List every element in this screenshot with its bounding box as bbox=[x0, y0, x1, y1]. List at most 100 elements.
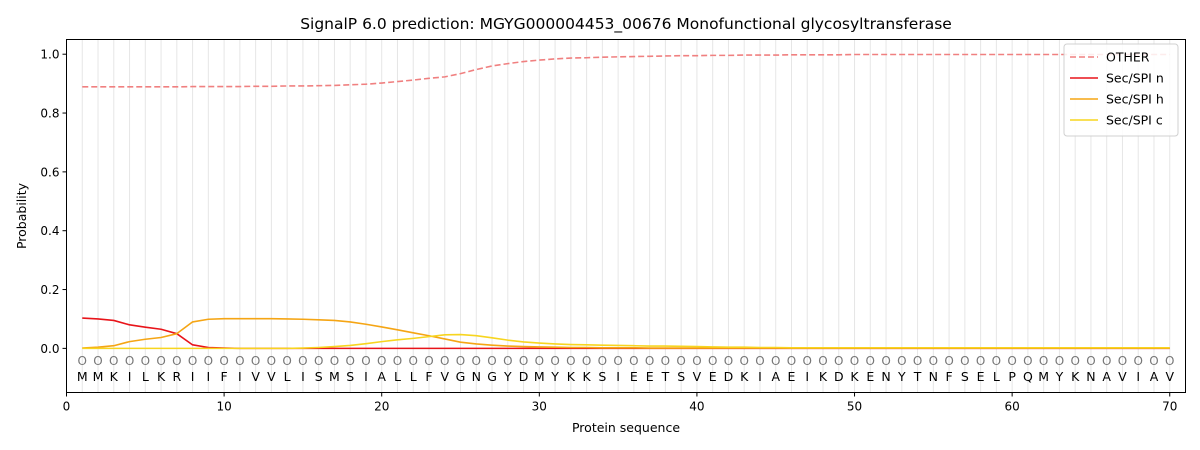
residue-label: I bbox=[758, 369, 762, 384]
residue-label: G bbox=[456, 369, 466, 384]
residue-label: S bbox=[346, 369, 354, 384]
chart-title: SignalP 6.0 prediction: MGYG000004453_00… bbox=[300, 15, 952, 34]
predicted-label: O bbox=[566, 354, 575, 368]
residue-label: K bbox=[819, 369, 828, 384]
predicted-label: O bbox=[960, 354, 969, 368]
residue-label: Q bbox=[1023, 369, 1033, 384]
predicted-label: O bbox=[93, 354, 102, 368]
residue-label: K bbox=[582, 369, 591, 384]
predicted-label: O bbox=[803, 354, 812, 368]
predicted-label: O bbox=[944, 354, 953, 368]
residue-label: L bbox=[142, 369, 149, 384]
residue-label: T bbox=[913, 369, 922, 384]
predicted-label: O bbox=[1102, 354, 1111, 368]
predicted-label: O bbox=[724, 354, 733, 368]
residue-label: E bbox=[788, 369, 796, 384]
predicted-label: O bbox=[1165, 354, 1174, 368]
residue-label: F bbox=[221, 369, 228, 384]
x-axis-label: Protein sequence bbox=[572, 420, 680, 435]
predicted-label: O bbox=[692, 354, 701, 368]
predicted-label: O bbox=[834, 354, 843, 368]
residue-label: M bbox=[77, 369, 88, 384]
residue-label: V bbox=[440, 369, 449, 384]
predicted-label: O bbox=[330, 354, 339, 368]
y-axis: 0.0 0.2 0.4 0.6 0.8 1.0 bbox=[40, 48, 67, 356]
predicted-label: O bbox=[787, 354, 796, 368]
predicted-label: O bbox=[78, 354, 87, 368]
residue-label: M bbox=[93, 369, 104, 384]
predicted-label: O bbox=[1007, 354, 1016, 368]
legend-label: Sec/SPI n bbox=[1106, 71, 1164, 86]
residue-label: L bbox=[284, 369, 291, 384]
predicted-label: O bbox=[188, 354, 197, 368]
predicted-label: O bbox=[298, 354, 307, 368]
residue-label: L bbox=[394, 369, 401, 384]
predicted-label: O bbox=[755, 354, 764, 368]
residue-label: A bbox=[771, 369, 780, 384]
residue-label: F bbox=[945, 369, 952, 384]
y-tick-label: 1.0 bbox=[40, 48, 59, 62]
x-tick-label: 50 bbox=[847, 400, 862, 414]
predicted-label: O bbox=[645, 354, 654, 368]
residue-label: K bbox=[850, 369, 859, 384]
x-tick-label: 70 bbox=[1162, 400, 1177, 414]
residue-label: Y bbox=[503, 369, 512, 384]
predicted-label: O bbox=[456, 354, 465, 368]
residue-label: A bbox=[1150, 369, 1159, 384]
predicted-label: O bbox=[377, 354, 386, 368]
predicted-label: O bbox=[976, 354, 985, 368]
residue-label: E bbox=[977, 369, 985, 384]
residue-label: V bbox=[267, 369, 276, 384]
predicted-label: O bbox=[1055, 354, 1064, 368]
residue-label: S bbox=[677, 369, 685, 384]
predicted-label: O bbox=[708, 354, 717, 368]
predicted-label: O bbox=[739, 354, 748, 368]
residue-label: E bbox=[866, 369, 874, 384]
residue-label: I bbox=[364, 369, 368, 384]
plot-frame bbox=[66, 39, 1186, 393]
predicted-label: O bbox=[204, 354, 213, 368]
predicted-label: O bbox=[535, 354, 544, 368]
predicted-label: O bbox=[897, 354, 906, 368]
residue-label: P bbox=[1008, 369, 1016, 384]
predicted-label: O bbox=[613, 354, 622, 368]
predicted-label: O bbox=[361, 354, 370, 368]
residue-label: S bbox=[315, 369, 323, 384]
residue-label: M bbox=[534, 369, 545, 384]
residue-label: T bbox=[661, 369, 670, 384]
x-tick-label: 10 bbox=[216, 400, 231, 414]
predicted-label: O bbox=[1086, 354, 1095, 368]
residue-label: M bbox=[329, 369, 340, 384]
residue-label: E bbox=[709, 369, 717, 384]
y-tick-label: 0.2 bbox=[40, 283, 59, 297]
predicted-label: O bbox=[1133, 354, 1142, 368]
predicted-label: O bbox=[314, 354, 323, 368]
x-tick-label: 20 bbox=[374, 400, 389, 414]
predicted-label: O bbox=[393, 354, 402, 368]
predicted-label: O bbox=[267, 354, 276, 368]
residue-label: L bbox=[410, 369, 417, 384]
residue-label: E bbox=[630, 369, 638, 384]
x-tick-label: 40 bbox=[689, 400, 704, 414]
predicted-label: O bbox=[881, 354, 890, 368]
predicted-label: O bbox=[913, 354, 922, 368]
residue-label: D bbox=[724, 369, 734, 384]
predicted-label: O bbox=[345, 354, 354, 368]
predicted-label: O bbox=[424, 354, 433, 368]
residue-label: L bbox=[993, 369, 1000, 384]
predicted-label: O bbox=[629, 354, 638, 368]
residue-label: I bbox=[207, 369, 211, 384]
y-tick-label: 0.8 bbox=[40, 107, 59, 121]
residue-label: Y bbox=[897, 369, 906, 384]
predicted-label: O bbox=[440, 354, 449, 368]
predicted-label: O bbox=[472, 354, 481, 368]
x-tick-label: 0 bbox=[63, 400, 71, 414]
residue-label: R bbox=[172, 369, 181, 384]
residue-label: D bbox=[519, 369, 529, 384]
legend-label: OTHER bbox=[1106, 50, 1150, 65]
x-axis: 0 10 20 30 40 50 60 70 bbox=[63, 392, 1177, 414]
predicted-label: O bbox=[992, 354, 1001, 368]
residue-label: I bbox=[805, 369, 809, 384]
residue-label: K bbox=[567, 369, 576, 384]
